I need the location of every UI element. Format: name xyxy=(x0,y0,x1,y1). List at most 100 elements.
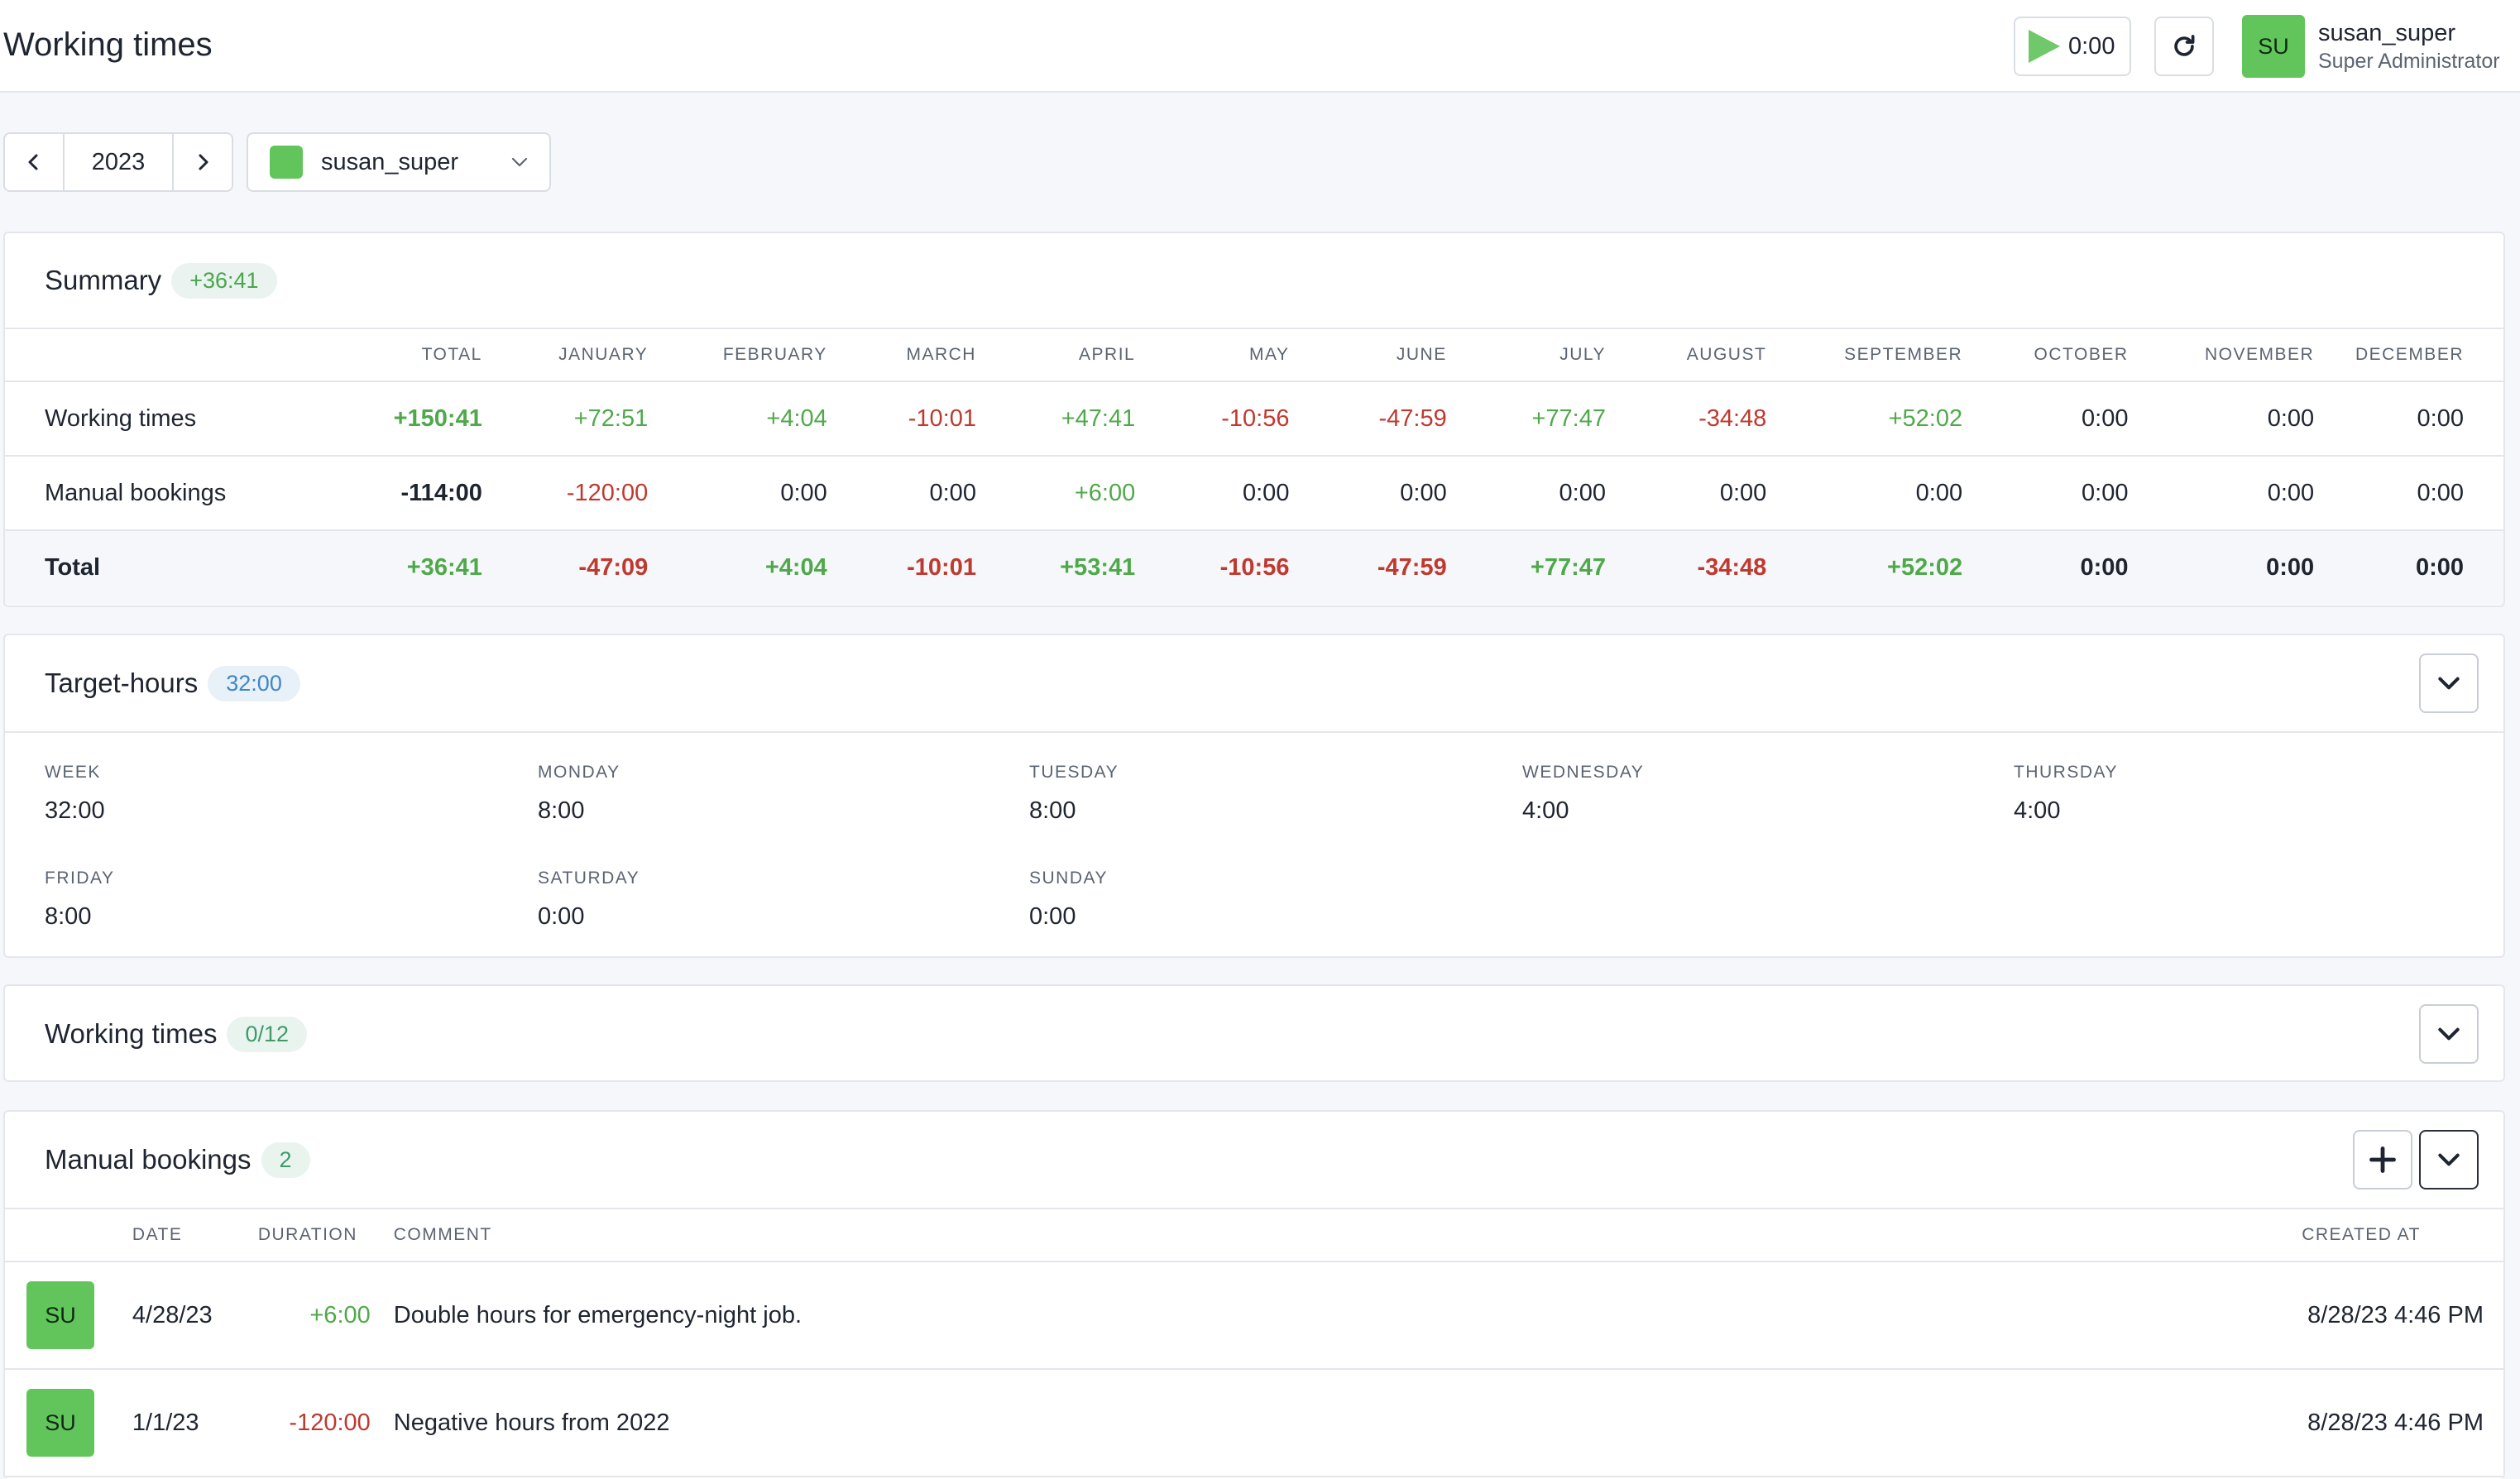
year-navigation: 2023 xyxy=(3,132,233,192)
column-header-date: DATE xyxy=(132,1208,258,1262)
target-thursday: THURSDAY 4:00 xyxy=(2014,763,2118,825)
manual-bookings-title: Manual bookings xyxy=(45,1144,252,1175)
table-cell: 0:00 xyxy=(648,456,827,531)
user-name: susan_super xyxy=(2318,20,2456,46)
expand-working-times-button[interactable] xyxy=(2419,1004,2479,1064)
table-cell: +47:41 xyxy=(975,381,1136,457)
target-saturday: SATURDAY 0:00 xyxy=(538,869,640,931)
booking-comment: Negative hours from 2022 xyxy=(393,1369,2302,1477)
table-cell: -10:56 xyxy=(1135,381,1290,457)
expand-target-hours-button[interactable] xyxy=(2419,653,2479,713)
column-header: MAY xyxy=(1135,328,1290,382)
table-cell: 0:00 xyxy=(2314,456,2503,531)
user-select[interactable]: susan_super xyxy=(247,132,551,192)
target-monday: MONDAY 8:00 xyxy=(538,763,620,825)
table-cell: -47:09 xyxy=(481,530,649,605)
summary-title: Summary xyxy=(45,265,162,295)
working-times-card: Working times 0/12 xyxy=(3,984,2505,1082)
table-cell: 0:00 xyxy=(1446,456,1606,531)
booking-duration: -120:00 xyxy=(257,1369,394,1477)
manual-bookings-table: DATE DURATION COMMENT CREATED AT SU 4/28… xyxy=(5,1208,2503,1477)
booking-comment: Double hours for emergency-night job. xyxy=(393,1261,2302,1370)
avatar: SU xyxy=(26,1389,94,1457)
target-value: 4:00 xyxy=(1522,797,1569,824)
booking-duration: +6:00 xyxy=(257,1261,394,1370)
target-value: 8:00 xyxy=(538,797,585,824)
table-cell: -47:59 xyxy=(1289,381,1447,457)
avatar[interactable]: SU xyxy=(2242,15,2305,78)
table-cell: 0:00 xyxy=(826,456,976,531)
target-label: WEDNESDAY xyxy=(1522,763,1645,782)
target-hours-grid: WEEK 32:00 MONDAY 8:00 TUESDAY 8:00 WEDN… xyxy=(5,731,2503,956)
booking-date: 4/28/23 xyxy=(132,1261,258,1370)
target-week: WEEK 32:00 xyxy=(45,763,105,825)
column-header: JULY xyxy=(1446,328,1606,382)
column-header-created-at: CREATED AT xyxy=(2302,1208,2503,1262)
target-hours-badge: 32:00 xyxy=(208,665,300,701)
refresh-button[interactable] xyxy=(2154,17,2214,76)
table-cell: +77:47 xyxy=(1446,381,1606,457)
target-friday: FRIDAY 8:00 xyxy=(45,869,114,931)
table-cell: +52:02 xyxy=(1766,530,1963,605)
target-label: SUNDAY xyxy=(1029,869,1108,888)
target-hours-card: Target-hours 32:00 WEEK 32:00 MONDAY 8:0… xyxy=(3,634,2505,958)
table-cell: +77:47 xyxy=(1446,530,1606,605)
expand-manual-bookings-button[interactable] xyxy=(2419,1130,2479,1189)
table-row[interactable]: SU 4/28/23 +6:00 Double hours for emerge… xyxy=(5,1261,2503,1370)
previous-year-button[interactable] xyxy=(5,134,63,190)
table-row: Working times +150:41 +72:51 +4:04 -10:0… xyxy=(5,381,2503,457)
column-header: FEBRUARY xyxy=(648,328,827,382)
table-cell: +53:41 xyxy=(975,530,1136,605)
target-wednesday: WEDNESDAY 4:00 xyxy=(1522,763,1644,825)
table-cell: -10:56 xyxy=(1135,530,1290,605)
play-icon xyxy=(2029,30,2060,63)
year-value: 2023 xyxy=(63,134,174,190)
next-year-button[interactable] xyxy=(174,134,232,190)
table-row[interactable]: SU 1/1/23 -120:00 Negative hours from 20… xyxy=(5,1369,2503,1477)
timer-value: 0:00 xyxy=(2068,32,2115,60)
chevron-down-icon xyxy=(511,157,528,167)
column-header: TOTAL xyxy=(296,328,482,382)
table-cell: 0:00 xyxy=(1962,381,2129,457)
row-label: Total xyxy=(5,530,297,605)
chevron-down-icon xyxy=(2438,1027,2460,1041)
refresh-icon xyxy=(2174,35,2195,56)
target-value: 32:00 xyxy=(45,797,105,824)
avatar: SU xyxy=(26,1281,94,1349)
target-tuesday: TUESDAY 8:00 xyxy=(1029,763,1119,825)
chevron-down-icon xyxy=(2438,1153,2460,1166)
target-label: TUESDAY xyxy=(1029,763,1119,782)
table-cell: -34:48 xyxy=(1606,530,1767,605)
table-cell: -114:00 xyxy=(296,456,482,531)
column-header-comment: COMMENT xyxy=(393,1208,2302,1262)
table-cell: +150:41 xyxy=(296,381,482,457)
plus-icon xyxy=(2369,1146,2396,1173)
target-value: 0:00 xyxy=(1029,903,1076,930)
chevron-left-icon xyxy=(28,154,38,170)
target-label: FRIDAY xyxy=(45,869,115,888)
table-cell: 0:00 xyxy=(1289,456,1447,531)
table-cell: +4:04 xyxy=(648,381,827,457)
table-cell: -120:00 xyxy=(481,456,649,531)
target-label: MONDAY xyxy=(538,763,620,782)
working-times-title: Working times xyxy=(45,1018,218,1049)
avatar-column-header xyxy=(5,1208,132,1262)
manual-bookings-card: Manual bookings 2 DATE DURATION COMMENT … xyxy=(3,1110,2505,1479)
table-cell: +72:51 xyxy=(481,381,649,457)
column-header: NOVEMBER xyxy=(2128,328,2315,382)
booking-created-at: 8/28/23 4:46 PM xyxy=(2302,1369,2503,1477)
timer-button[interactable]: 0:00 xyxy=(2014,17,2131,76)
user-select-label: susan_super xyxy=(321,148,459,175)
table-cell: 0:00 xyxy=(2314,381,2503,457)
column-header: APRIL xyxy=(975,328,1136,382)
table-cell: -10:01 xyxy=(826,530,976,605)
table-cell: 0:00 xyxy=(2314,530,2503,605)
table-cell: +36:41 xyxy=(296,530,482,605)
top-bar: Working times 0:00 SU susan_super Super … xyxy=(0,0,2520,93)
target-label: SATURDAY xyxy=(538,869,640,888)
target-label: THURSDAY xyxy=(2014,763,2118,782)
column-header: MARCH xyxy=(826,328,976,382)
manual-bookings-badge: 2 xyxy=(261,1142,310,1178)
booking-created-at: 8/28/23 4:46 PM xyxy=(2302,1261,2503,1370)
add-booking-button[interactable] xyxy=(2353,1130,2412,1189)
